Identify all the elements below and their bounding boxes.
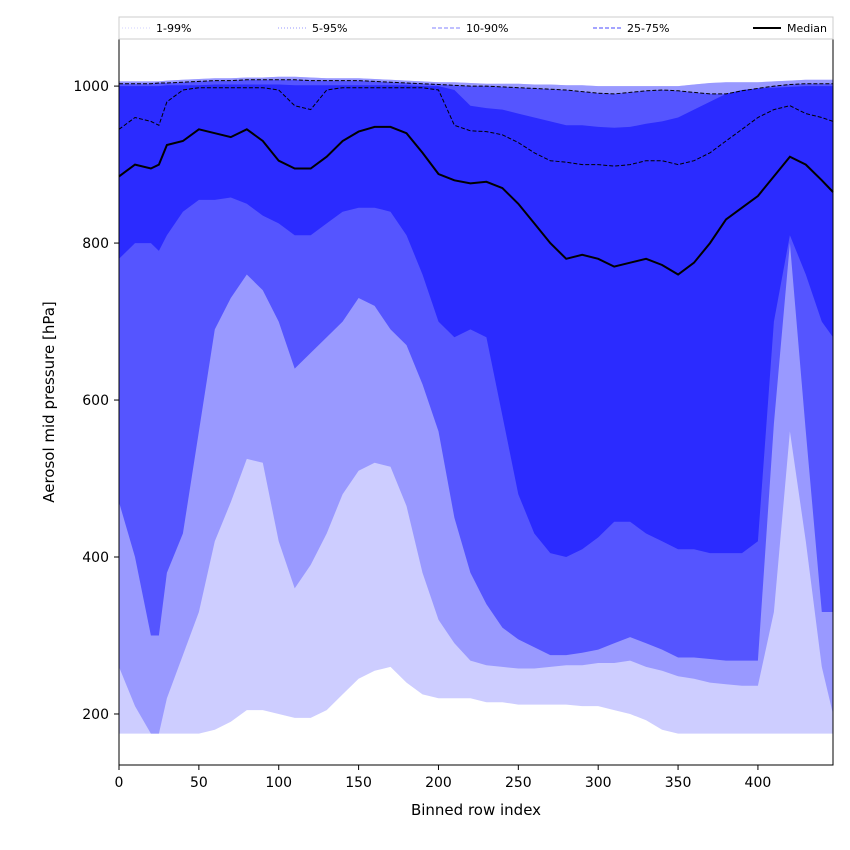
x-axis-label: Binned row index [411, 801, 541, 819]
y-axis-label: Aerosol mid pressure [hPa] [40, 301, 58, 503]
band-4 [119, 84, 833, 557]
legend: 1-99% 5-95% 10-90% 25-75% Median [118, 16, 834, 40]
legend-label: 25-75% [627, 22, 669, 35]
x-tick-label: 100 [265, 775, 292, 791]
x-tick-label: 200 [425, 775, 452, 791]
y-tick-label: 600 [82, 393, 109, 409]
lines-group [118, 79, 834, 276]
boundary-line-2 [118, 87, 834, 167]
median-line [118, 125, 834, 276]
boundary-line-1 [119, 79, 833, 95]
x-tick-label: 400 [745, 775, 772, 791]
legend-label: 5-95% [312, 22, 347, 35]
legend-box [118, 16, 834, 40]
legend-label: 1-99% [156, 22, 191, 35]
y-tick-label: 800 [82, 236, 109, 252]
x-tick-label: 250 [505, 775, 532, 791]
x-tick-label: 50 [190, 775, 208, 791]
y-tick-label: 400 [82, 550, 109, 566]
legend-label: 10-90% [466, 22, 508, 35]
x-tick-label: 150 [345, 775, 372, 791]
x-tick-label: 350 [665, 775, 692, 791]
y-ticks: 200 400 600 800 1000 [73, 79, 119, 723]
x-tick-label: 300 [585, 775, 612, 791]
y-tick-label: 1000 [73, 79, 109, 95]
y-tick-label: 200 [82, 707, 109, 723]
bands-group [119, 76, 833, 734]
x-ticks: 0 50 100 150 200 250 300 350 400 [115, 765, 772, 791]
legend-label: Median [787, 22, 827, 35]
x-tick-label: 0 [115, 775, 124, 791]
